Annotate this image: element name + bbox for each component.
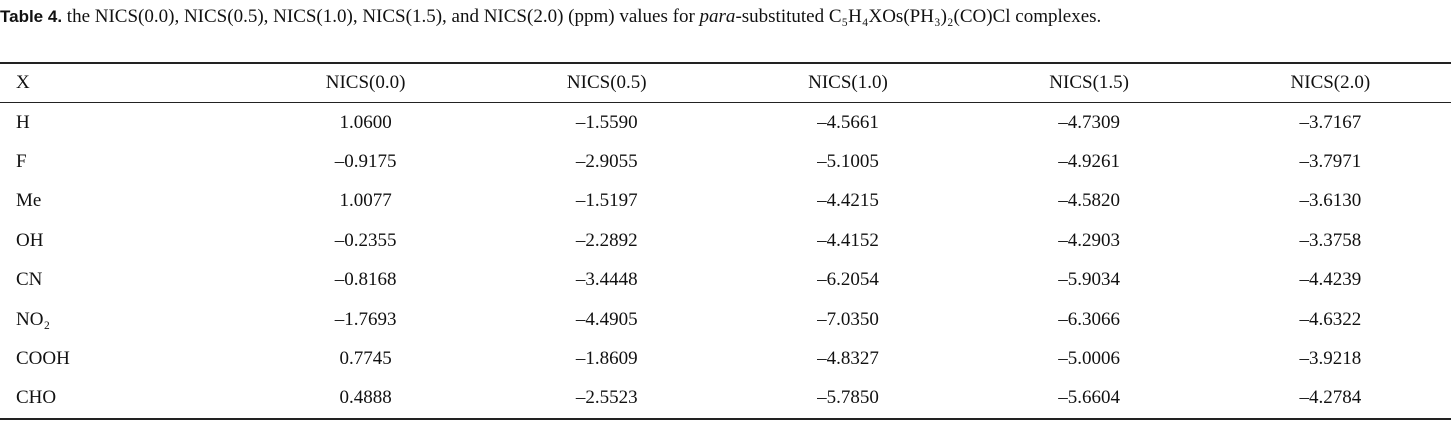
table-cell: –2.2892	[575, 229, 638, 251]
column-header: NICS(2.0)	[1290, 72, 1371, 93]
table-row: H 1.0600 –1.5590 –4.5661 –4.7309 –3.7167	[0, 103, 1451, 143]
column-header: NICS(0.5)	[566, 72, 647, 93]
table-cell: –4.2784	[1299, 387, 1362, 409]
table-cell: –5.1005	[817, 151, 879, 173]
row-label: NO₂	[16, 308, 51, 330]
table-cell: –4.4215	[817, 190, 879, 212]
table-cell: –5.6604	[1058, 387, 1121, 409]
row-label: Me	[16, 190, 42, 212]
table-cell: –3.7971	[1299, 151, 1362, 173]
table-cell: –2.5523	[575, 387, 638, 409]
table-cell: –1.5197	[575, 190, 638, 212]
table-cell: –5.9034	[1058, 269, 1121, 291]
table-row: OH –0.2355 –2.2892 –4.4152 –4.2903 –3.3758	[0, 221, 1451, 260]
data-table: X NICS(0.0) NICS(0.5) NICS(1.0) NICS(1.5) NIC…	[0, 62, 1451, 420]
table-cell: –4.4239	[1299, 269, 1362, 291]
table-body: H 1.0600 –1.5590 –4.5661 –4.7309 –3.7167 F –0.9…	[0, 103, 1451, 420]
table-cell: –4.5661	[817, 111, 879, 133]
row-label: CN	[16, 269, 43, 291]
table-cell: –0.2355	[334, 229, 397, 251]
table-cell: –3.4448	[575, 269, 638, 291]
table-cell: –4.7309	[1058, 111, 1121, 133]
table-cell: –1.7693	[334, 308, 397, 330]
table-cell: –3.7167	[1299, 111, 1362, 133]
table-cell: –7.0350	[817, 308, 879, 330]
table-row: NO₂ –1.7693 –4.4905 –7.0350 –6.3066 –4.6322	[0, 300, 1451, 339]
header-row: X NICS(0.0) NICS(0.5) NICS(1.0) NICS(1.5) NIC…	[0, 63, 1451, 103]
table-cell: –6.2054	[817, 269, 879, 291]
table-cell: 0.7745	[339, 348, 392, 370]
caption-emphasis: para	[699, 6, 736, 27]
column-header: X	[16, 72, 30, 93]
row-label: CHO	[16, 387, 57, 409]
table-cell: –5.0006	[1058, 348, 1121, 370]
row-label: OH	[16, 229, 44, 251]
table-row: CN –0.8168 –3.4448 –6.2054 –5.9034 –4.4239	[0, 261, 1451, 300]
table-cell: –1.8609	[575, 348, 638, 370]
table-cell: 1.0077	[339, 190, 392, 212]
table-cell: –3.9218	[1299, 348, 1362, 370]
table-row: COOH 0.7745 –1.8609 –4.8327 –5.0006 –3.9218	[0, 339, 1451, 378]
caption-label: Table 4.	[0, 7, 63, 26]
table-cell: –5.7850	[817, 387, 879, 409]
column-header: NICS(1.0)	[808, 72, 888, 93]
row-label: F	[16, 151, 27, 173]
table-cell: –3.6130	[1299, 190, 1362, 212]
table-cell: –3.3758	[1299, 229, 1362, 251]
table-cell: –4.4152	[817, 229, 879, 251]
caption-text: the NICS(0.0), NICS(0.5), NICS(1.0), NIC…	[66, 6, 700, 27]
table-cell: –4.9261	[1058, 151, 1121, 173]
table-caption: Table 4. the NICS(0.0), NICS(0.5), NICS(…	[0, 4, 1451, 62]
table-cell: –6.3066	[1058, 308, 1121, 330]
column-header: NICS(1.5)	[1049, 72, 1129, 93]
table-row: F –0.9175 –2.9055 –5.1005 –4.9261 –3.7971	[0, 142, 1451, 181]
table-cell: –2.9055	[575, 151, 638, 173]
page: Table 4. the NICS(0.0), NICS(0.5), NICS(…	[0, 4, 1451, 427]
table-cell: –4.5820	[1058, 190, 1121, 212]
table-cell: 0.4888	[339, 387, 392, 409]
caption-text: -substituted C₅H₄XOs(PH₃)₂(CO)Cl complex…	[735, 6, 1102, 27]
table-row: CHO 0.4888 –2.5523 –5.7850 –5.6604 –4.2784	[0, 379, 1451, 420]
table-cell: –4.2903	[1058, 229, 1121, 251]
table-cell: –0.8168	[334, 269, 397, 291]
table-cell: –4.6322	[1299, 308, 1362, 330]
row-label: COOH	[16, 348, 70, 370]
table-cell: –4.8327	[817, 348, 879, 370]
table-cell: –0.9175	[334, 151, 397, 173]
table-cell: –1.5590	[575, 111, 638, 133]
row-label: H	[16, 111, 30, 133]
table-row: Me 1.0077 –1.5197 –4.4215 –4.5820 –3.6130	[0, 182, 1451, 221]
column-header: NICS(0.0)	[325, 72, 406, 93]
table-cell: –4.4905	[575, 308, 638, 330]
table-cell: 1.0600	[339, 111, 392, 133]
